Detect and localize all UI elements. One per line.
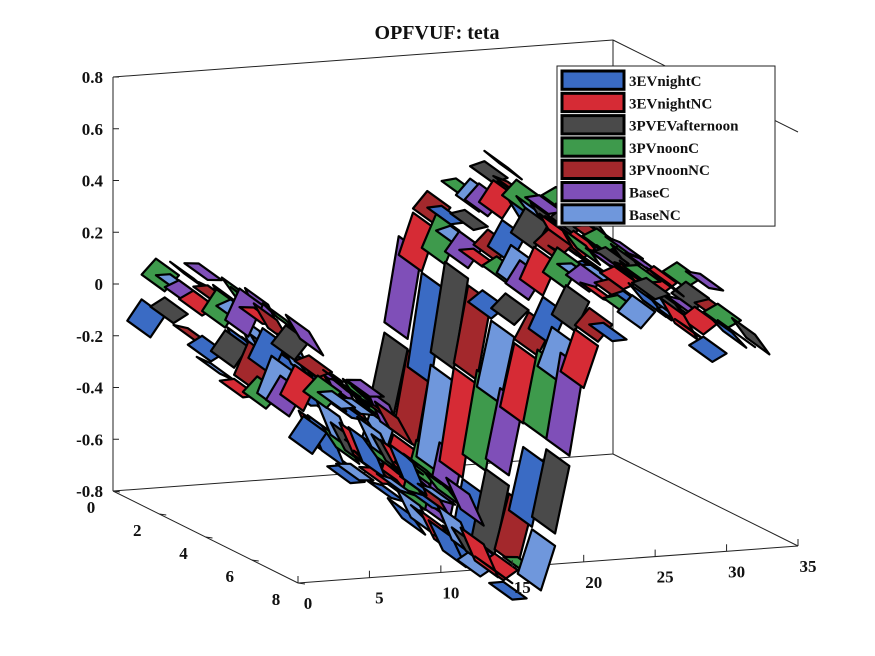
- surface-patch-basenc: [416, 482, 457, 506]
- z-tick-label: -0.2: [76, 327, 103, 346]
- legend-label: 3PVnoonC: [629, 141, 699, 157]
- chart-title: OPFVUF: teta: [375, 22, 500, 44]
- legend-swatch: [560, 181, 626, 203]
- axis-edge: [112, 39, 614, 78]
- surface-patch-basec: [183, 262, 223, 282]
- y-tick-label: 2: [133, 521, 142, 540]
- surface-patch-basec: [584, 247, 625, 272]
- surface-patch-3pvnoonc: [702, 302, 743, 330]
- surface: [126, 149, 771, 601]
- surface-patch-basec: [684, 270, 725, 292]
- surface-patch-basenc: [716, 319, 757, 349]
- legend-label: BaseNC: [629, 208, 681, 224]
- y-tick-mark: [159, 513, 167, 516]
- z-tick-label: 0: [95, 275, 104, 294]
- surface-patch-basenc: [335, 462, 375, 482]
- x-ticks: 0 5 10 15 20 25 30 35: [297, 539, 817, 613]
- z-ticks: 0.8 0.6 0.4 0.2 0 -0.2 -0.4 -0.6 -0.8: [76, 68, 119, 501]
- surface-patch-basec: [284, 313, 325, 357]
- surface-patch-3pvevafternoon: [730, 316, 771, 356]
- legend-swatch: [560, 91, 626, 114]
- legend-label: 3PVnoonNC: [629, 163, 710, 179]
- x-tick-label: 25: [657, 568, 674, 587]
- legend-swatch: [560, 203, 626, 225]
- y-tick-label: 4: [179, 544, 188, 563]
- surface-patch-basenc: [516, 528, 557, 592]
- legend-swatch: [560, 69, 626, 91]
- legend-label: 3EVnightC: [629, 74, 702, 90]
- y-tick-mark: [297, 582, 306, 585]
- x-tick-label: 30: [728, 562, 745, 581]
- z-tick-label: 0.6: [82, 120, 103, 139]
- x-tick-label: 0: [304, 594, 313, 613]
- x-tick-label: 10: [442, 583, 459, 602]
- z-tick-label: 0.8: [82, 68, 103, 87]
- surface-patch-3evnightc: [588, 321, 628, 343]
- z-tick-label: -0.6: [76, 430, 103, 449]
- y-ticks: 0 2 4 6 8: [87, 490, 306, 609]
- surface-patch-3evnightc: [688, 335, 728, 363]
- surface-patch-basec: [645, 266, 685, 298]
- y-tick-mark: [205, 536, 213, 539]
- y-tick-label: 0: [87, 498, 96, 517]
- z-tick-label: -0.4: [76, 379, 103, 398]
- surface-patch-3pvevafternoon: [630, 276, 671, 301]
- x-tick-label: 15: [514, 578, 531, 597]
- legend-label: BaseC: [629, 186, 670, 202]
- surface-patch-3pvnoonnc: [473, 555, 514, 585]
- surface-patch-3evnightc: [386, 497, 427, 536]
- legend-swatch: [560, 158, 626, 180]
- surface-patch-3evnightnc: [559, 328, 600, 390]
- axis-edge: [612, 453, 799, 547]
- surface-patch-3pvevafternoon: [330, 377, 371, 408]
- surface-patch-3pvevafternoon: [149, 296, 189, 325]
- legend: 3EVnightC 3EVnightNC 3PVEVafternoon 3PVnoon…: [556, 65, 776, 227]
- surface-patch-3pvnoonc: [622, 263, 662, 284]
- y-tick-mark: [251, 559, 259, 562]
- y-tick-label: 6: [226, 567, 235, 586]
- surface-patch-3pvnoonnc: [373, 400, 414, 446]
- z-tick-label: -0.8: [76, 482, 103, 501]
- legend-label: 3EVnightNC: [629, 96, 712, 112]
- surface-patch-3evnightc: [488, 580, 528, 601]
- surface-patch-basec: [483, 149, 523, 181]
- legend-swatch: [560, 114, 626, 136]
- surface-patch-basenc: [316, 390, 357, 410]
- surface-patch-3pvevafternoon: [490, 292, 530, 326]
- surface-patch-3pvnoonc: [561, 228, 602, 266]
- surface-patch-3pvevafternoon: [449, 208, 489, 232]
- x-tick-label: 35: [800, 557, 817, 576]
- surface-patch-3evnightc: [288, 415, 328, 455]
- legend-label: 3PVEVafternoon: [629, 119, 739, 135]
- surface-patch-basec: [224, 287, 264, 338]
- surface-patch-basec: [345, 378, 385, 398]
- surface-patch-3pvevafternoon: [530, 448, 571, 535]
- legend-swatch: [560, 136, 626, 158]
- surface-patch-3pvevafternoon: [429, 260, 470, 371]
- x-tick-label: 5: [375, 589, 384, 608]
- surface-patch-basec: [604, 235, 645, 260]
- y-tick-mark: [112, 490, 121, 493]
- surface-patch-3pvnoonc: [322, 368, 362, 399]
- y-tick-label: 8: [272, 590, 281, 609]
- x-tick-label: 20: [585, 573, 602, 592]
- z-tick-label: 0.4: [82, 172, 104, 191]
- z-tick-label: 0.2: [82, 223, 103, 242]
- surface-patch-basenc: [616, 294, 657, 330]
- surface-patch-basec: [445, 476, 485, 527]
